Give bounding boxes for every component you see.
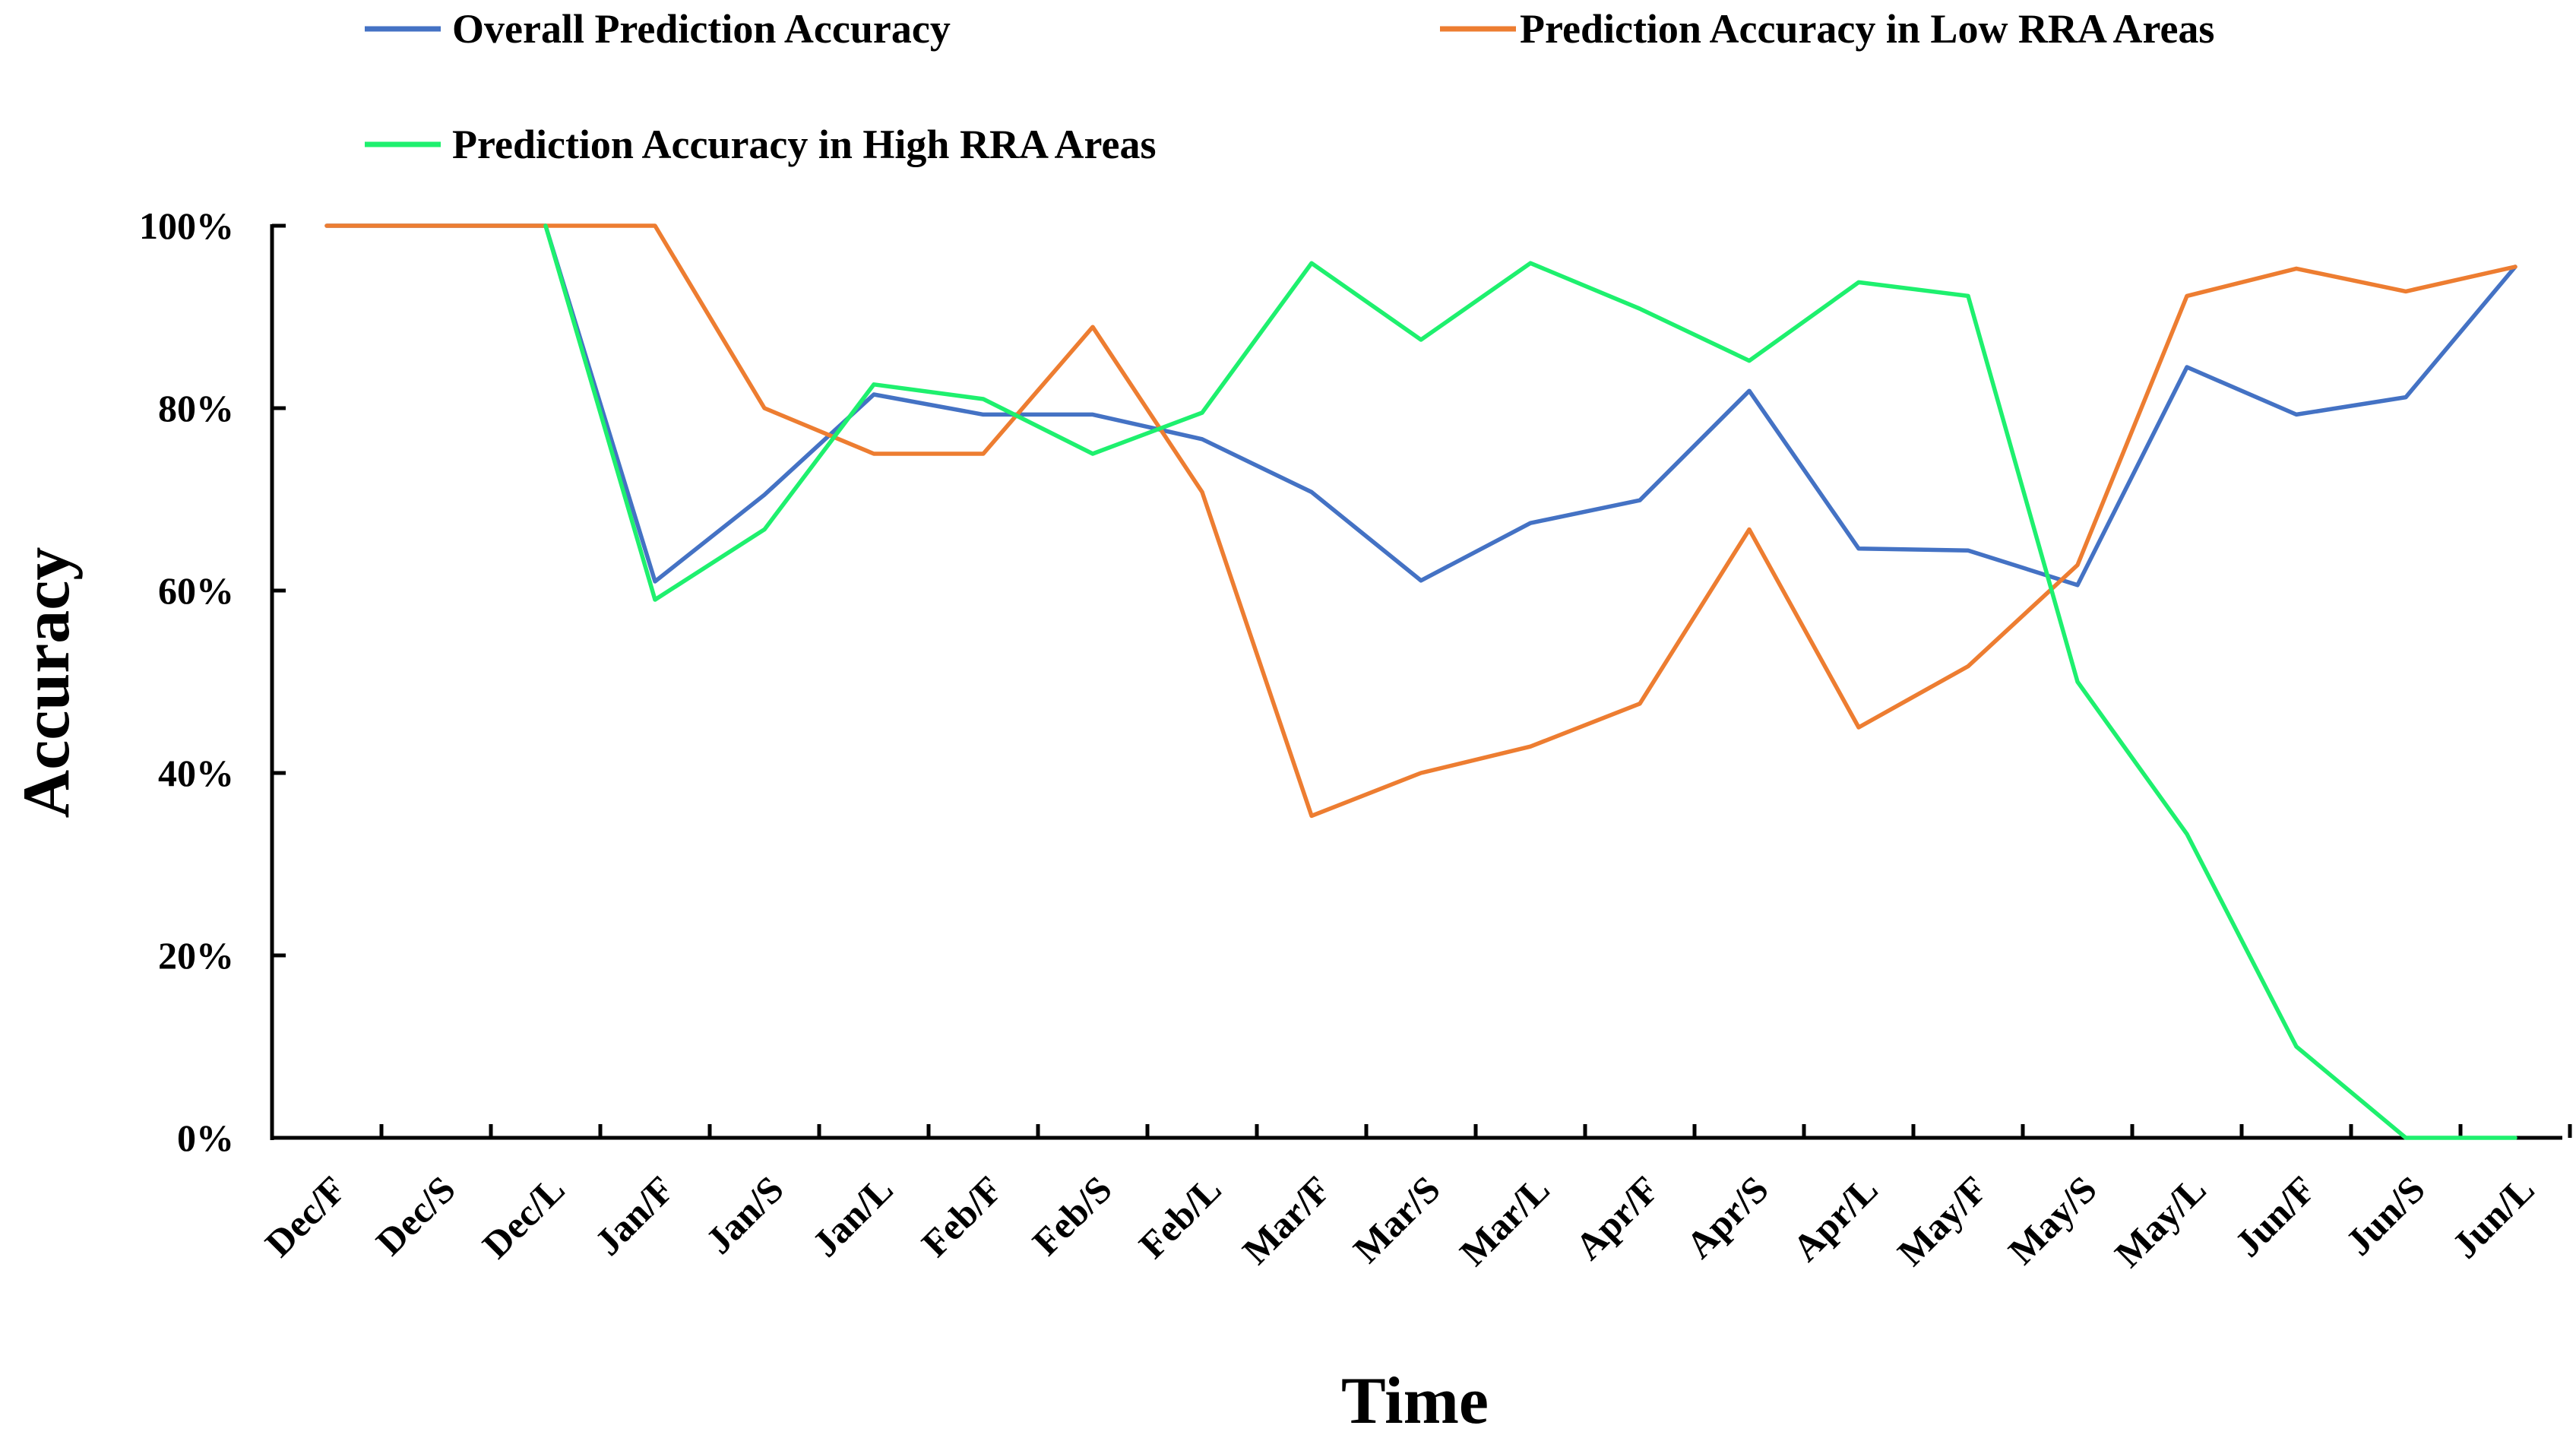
x-tick-label: May/S xyxy=(2000,1167,2105,1272)
series-line-low-rra xyxy=(324,223,2517,819)
x-tick-label: Jun/L xyxy=(2444,1167,2543,1266)
x-tick-label: Mar/S xyxy=(1345,1167,1448,1271)
x-axis-ticks: Dec/F Dec/S Dec/L Jan/F Jan/S Jan/L Feb/F Feb/S… xyxy=(257,1124,2572,1275)
x-tick-label: Jan/S xyxy=(698,1167,792,1262)
x-tick-label: Jun/S xyxy=(2337,1167,2433,1263)
x-tick-label: Apr/F xyxy=(1567,1167,1667,1268)
x-axis-title: Time xyxy=(1341,1364,1489,1435)
x-tick-label: Apr/L xyxy=(1784,1167,1886,1269)
x-tick-label: Dec/S xyxy=(368,1167,464,1263)
legend: Overall Prediction Accuracy Prediction A… xyxy=(365,6,2214,167)
x-tick-label: Dec/F xyxy=(257,1167,354,1265)
y-tick-label: 100% xyxy=(139,204,234,247)
x-tick-label: Apr/S xyxy=(1678,1167,1777,1266)
y-axis-ticks: 0% 20% 40% 60% 80% 100% xyxy=(139,204,286,1159)
legend-label-low-rra: Prediction Accuracy in Low RRA Areas xyxy=(1520,6,2214,52)
y-axis-title: Accuracy xyxy=(10,547,84,819)
x-tick-label: Feb/S xyxy=(1024,1167,1120,1263)
legend-item-overall: Overall Prediction Accuracy xyxy=(365,6,951,52)
y-tick-label: 40% xyxy=(158,752,234,794)
x-tick-label: Jan/F xyxy=(587,1167,682,1263)
x-tick-label: Jun/F xyxy=(2226,1167,2324,1265)
x-tick-label: Jan/L xyxy=(804,1167,901,1265)
y-tick-label: 0% xyxy=(177,1117,234,1159)
x-tick-label: Dec/L xyxy=(474,1167,573,1266)
series-line-overall xyxy=(324,223,2517,588)
y-tick-label: 60% xyxy=(158,569,234,612)
x-tick-label: Mar/F xyxy=(1234,1167,1339,1272)
legend-item-high-rra: Prediction Accuracy in High RRA Areas xyxy=(365,122,1156,167)
x-tick-label: May/L xyxy=(2106,1167,2214,1275)
y-tick-label: 80% xyxy=(158,387,234,429)
series-layer xyxy=(324,223,2517,1140)
legend-item-low-rra: Prediction Accuracy in Low RRA Areas xyxy=(1440,6,2214,52)
x-tick-label: May/F xyxy=(1889,1167,1995,1274)
y-tick-label: 20% xyxy=(158,934,234,977)
legend-label-overall: Overall Prediction Accuracy xyxy=(452,6,951,52)
legend-label-high-rra: Prediction Accuracy in High RRA Areas xyxy=(452,122,1156,167)
x-tick-label: Feb/F xyxy=(913,1167,1011,1265)
x-tick-label: Feb/L xyxy=(1131,1167,1229,1266)
x-tick-label: Mar/L xyxy=(1451,1167,1558,1274)
series-line-high-rra xyxy=(543,223,2517,1140)
